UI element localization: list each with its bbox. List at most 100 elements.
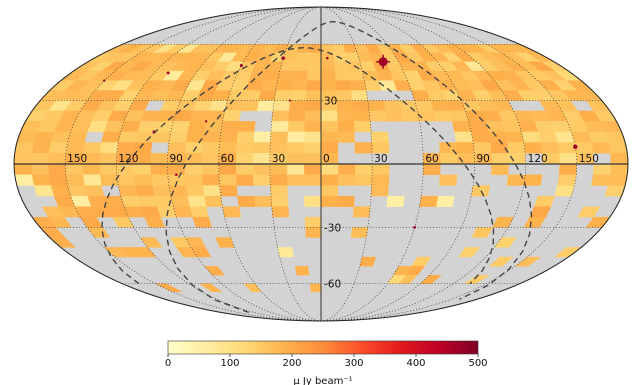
coverage-tile	[350, 227, 369, 238]
coverage-tile	[101, 131, 121, 143]
coverage-tile	[307, 52, 322, 62]
coverage-tile	[336, 100, 354, 112]
coverage-tile	[320, 142, 339, 154]
coverage-tile	[471, 227, 493, 238]
coverage-tile	[419, 195, 439, 207]
coverage-tile	[236, 131, 255, 143]
coverage-tile	[219, 185, 238, 197]
coverage-tile	[271, 206, 290, 218]
coverage-tile	[269, 163, 288, 176]
coverage-tile	[309, 283, 322, 292]
coverage-tile	[99, 152, 118, 165]
coverage-tile	[139, 237, 163, 248]
coverage-tile	[81, 163, 101, 176]
coverage-tile	[291, 70, 308, 81]
coverage-tile	[610, 152, 628, 165]
coverage-tile	[151, 131, 172, 143]
coverage-tile	[433, 110, 453, 122]
coverage-tile	[454, 131, 474, 143]
coverage-tile	[270, 121, 289, 133]
coverage-tile	[303, 152, 322, 165]
coverage-tile	[116, 163, 135, 176]
longitude-label: 150	[67, 153, 87, 165]
coverage-tile	[50, 185, 71, 197]
bright-source-spikes	[376, 54, 391, 69]
coverage-tile	[320, 110, 338, 122]
coverage-tile	[371, 174, 390, 186]
longitude-label: 0	[323, 153, 330, 165]
coverage-tile	[304, 121, 322, 133]
coverage-tile	[286, 163, 305, 176]
coverage-tile	[320, 174, 339, 186]
coverage-tile	[184, 174, 203, 186]
coverage-tile	[31, 174, 51, 186]
coverage-tile	[320, 131, 339, 143]
longitude-label: 30	[374, 153, 387, 165]
coverage-tile	[184, 163, 203, 176]
colorbar-gradient	[167, 340, 479, 355]
coverage-tile	[303, 131, 322, 143]
coverage-tile	[258, 90, 277, 101]
coverage-tile	[610, 163, 628, 176]
coverage-tile	[201, 163, 220, 176]
coverage-tile	[99, 142, 119, 154]
coverage-tile	[235, 163, 254, 176]
coverage-tile	[354, 163, 373, 176]
coverage-tile	[350, 90, 369, 101]
coverage-tile	[133, 174, 153, 186]
coverage-tile	[201, 174, 220, 186]
coverage-tile	[252, 142, 271, 154]
coverage-tile	[335, 90, 353, 101]
coverage-tile	[400, 110, 420, 122]
coverage-tile	[215, 237, 235, 248]
bright-source-markers	[103, 54, 578, 229]
coverage-tile	[273, 90, 292, 101]
coverage-tile	[252, 152, 271, 165]
coverage-tile	[67, 131, 88, 143]
coverage-tile	[591, 174, 611, 186]
coverage-tile	[337, 131, 356, 143]
coverage-tile	[30, 152, 50, 165]
coverage-tile	[286, 174, 305, 186]
coverage-tile	[14, 174, 35, 186]
coverage-tile	[490, 163, 509, 176]
coverage-tile	[554, 185, 575, 197]
coverage-tile	[185, 131, 205, 143]
coverage-tile	[367, 100, 386, 112]
coverage-tile	[270, 195, 289, 207]
coverage-tile	[334, 70, 351, 81]
coverage-tile	[305, 80, 322, 91]
coverage-tile	[504, 131, 524, 143]
coverage-tile	[118, 131, 138, 143]
coverage-tile	[277, 70, 294, 81]
coverage-tile	[353, 121, 372, 133]
colorbar-tick-label: 300	[344, 358, 363, 369]
coverage-tile	[488, 256, 514, 267]
coverage-tile	[359, 256, 377, 267]
coverage-tile	[203, 195, 223, 207]
coverage-tile	[337, 174, 356, 186]
coverage-tile	[275, 80, 293, 91]
bright-source	[175, 173, 178, 177]
longitude-label: 60	[221, 153, 234, 165]
coverage-tile	[220, 121, 240, 133]
graticule-grid	[14, 7, 628, 321]
coverage-tile	[86, 227, 111, 238]
coverage-tile	[256, 100, 275, 112]
coverage-tile	[187, 195, 207, 207]
coverage-tile	[429, 100, 450, 112]
coverage-tile	[352, 206, 371, 218]
coverage-tile	[354, 142, 373, 154]
coverage-tile	[168, 131, 188, 143]
coverage-tile	[137, 121, 158, 133]
coverage-tile	[294, 266, 310, 276]
coverage-tile	[607, 142, 628, 154]
colorbar-tick-label: 500	[468, 358, 487, 369]
dashed-boundary-curve	[165, 20, 533, 314]
longitude-label: 90	[170, 153, 183, 165]
coverage-tile	[320, 70, 336, 81]
coverage-tile	[320, 80, 337, 91]
coverage-tile	[386, 275, 406, 284]
coverage-tile	[307, 61, 322, 72]
longitude-label: 120	[118, 153, 138, 165]
